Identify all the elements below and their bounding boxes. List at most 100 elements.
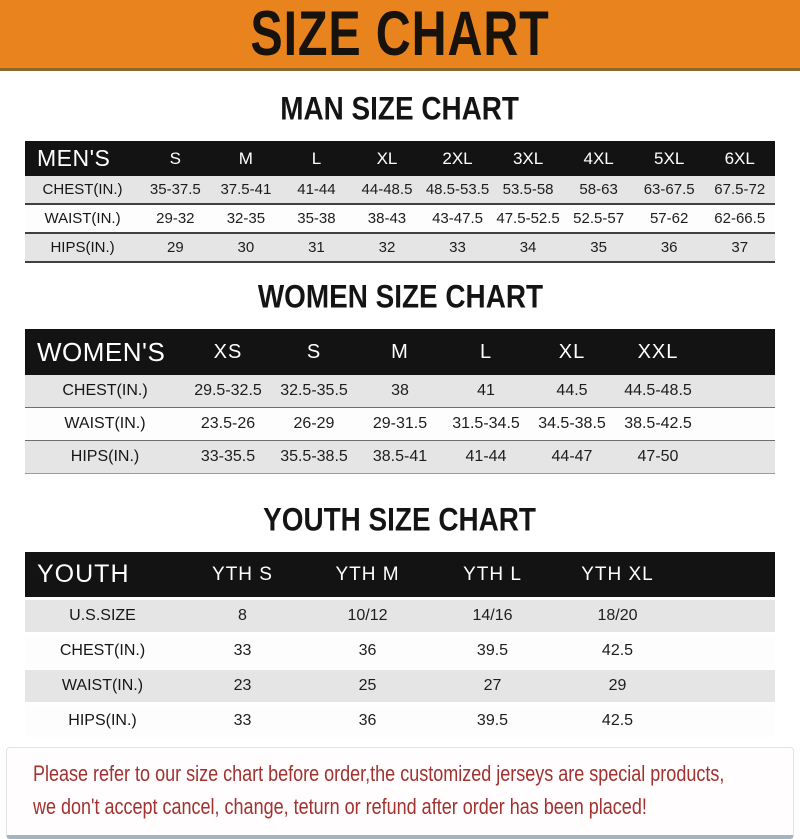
men-table-title-cell: MEN'S (25, 141, 141, 176)
value-cell: 33-35.5 (185, 440, 271, 474)
women-section-heading: WOMEN SIZE CHART (0, 280, 800, 314)
value-cell: 29-31.5 (357, 407, 443, 441)
value-cell: 29 (555, 667, 680, 704)
measurement-label-cell: HIPS(IN.) (25, 702, 180, 737)
value-cell: 41-44 (297, 181, 336, 198)
spacer-cell (701, 375, 775, 408)
value-cell: 41 (477, 382, 495, 399)
value-cell: 58-63 (579, 181, 618, 198)
value-cell: 44.5-48.5 (624, 382, 692, 399)
size-header-cell: 6XL (704, 141, 775, 176)
value-cell: 42.5 (555, 632, 680, 669)
women-hips-row: HIPS(IN.) 33-35.5 35.5-38.5 38.5-41 41-4… (25, 440, 775, 474)
size-header-cell: YTH XL (555, 552, 680, 599)
men-section-heading: MAN SIZE CHART (0, 90, 800, 127)
men-size-table: MEN'S S M L XL 2XL 3XL 4XL 5XL 6XL CHEST… (25, 141, 775, 263)
spacer-cell (701, 440, 775, 474)
value-cell: 35.5-38.5 (271, 440, 357, 474)
measurement-label-cell: CHEST(IN.) (42, 181, 123, 198)
men-header-row: MEN'S S M L XL 2XL 3XL 4XL 5XL 6XL (25, 141, 775, 176)
spacer-cell (680, 702, 775, 737)
size-header-cell: M (210, 141, 282, 176)
value-cell: 33 (422, 232, 493, 263)
value-cell: 35-37.5 (149, 181, 201, 198)
size-header-cell: XS (185, 329, 271, 375)
measurement-label-cell: U.S.SIZE (25, 597, 180, 634)
value-cell: 35-38 (281, 203, 352, 233)
value-cell: 53.5-58 (502, 181, 554, 198)
spacer-cell (701, 407, 775, 441)
youth-table-title-cell: YOUTH (25, 552, 180, 599)
value-cell: 36 (633, 232, 705, 263)
value-cell: 63-67.5 (643, 181, 695, 198)
value-cell: 27 (430, 667, 555, 704)
banner-title: SIZE CHART (250, 0, 550, 70)
spacer-cell (680, 597, 775, 634)
size-header-cell: L (443, 329, 529, 375)
value-cell: 38-43 (351, 203, 423, 233)
order-disclaimer: Please refer to our size chart before or… (6, 747, 794, 839)
value-cell: 43-47.5 (422, 203, 493, 233)
value-cell: 37.5-41 (220, 181, 272, 198)
measurement-label-cell: WAIST(IN.) (25, 667, 180, 704)
value-cell: 62-66.5 (704, 203, 775, 233)
value-cell: 32 (351, 232, 423, 263)
value-cell: 42.5 (555, 702, 680, 737)
women-waist-row: WAIST(IN.) 23.5-26 26-29 29-31.5 31.5-34… (25, 407, 775, 441)
size-header-cell: 3XL (492, 141, 564, 176)
value-cell: 32-35 (210, 203, 282, 233)
value-cell: 36 (305, 702, 430, 737)
value-cell: 34.5-38.5 (529, 407, 615, 441)
size-header-cell: YTH M (305, 552, 430, 599)
value-cell: 23 (180, 667, 305, 704)
value-cell: 35 (563, 232, 634, 263)
value-cell: 29-32 (140, 203, 211, 233)
women-chest-row: CHEST(IN.) 29.5-32.5 32.5-35.5 38 41 44.… (25, 375, 775, 408)
value-cell: 38.5-42.5 (615, 407, 701, 441)
men-section-heading-text: MAN SIZE CHART (280, 90, 520, 127)
men-hips-row: HIPS(IN.) 29 30 31 32 33 34 35 36 37 (25, 232, 775, 263)
size-header-cell: XL (351, 141, 423, 176)
value-cell: 34 (492, 232, 564, 263)
measurement-label-cell: CHEST(IN.) (25, 632, 180, 669)
size-header-cell: L (281, 141, 352, 176)
value-cell: 41-44 (443, 440, 529, 474)
spacer-cell (701, 329, 775, 375)
size-header-cell: YTH L (430, 552, 555, 599)
value-cell: 38 (391, 382, 409, 399)
value-cell: 31.5-34.5 (443, 407, 529, 441)
value-cell: 23.5-26 (185, 407, 271, 441)
value-cell: 18/20 (555, 597, 680, 634)
men-chest-row: CHEST(IN.) 35-37.5 37.5-41 41-44 44-48.5… (25, 176, 775, 204)
youth-header-row: YOUTH YTH S YTH M YTH L YTH XL (25, 552, 775, 599)
disclaimer-line-1: Please refer to our size chart before or… (33, 761, 725, 786)
spacer-cell (680, 552, 775, 599)
value-cell: 26-29 (271, 407, 357, 441)
value-cell: 39.5 (430, 702, 555, 737)
youth-ussize-row: U.S.SIZE 8 10/12 14/16 18/20 (25, 597, 775, 634)
youth-section-heading-text: YOUTH SIZE CHART (263, 501, 537, 538)
value-cell: 30 (210, 232, 282, 263)
value-cell: 14/16 (430, 597, 555, 634)
value-cell: 25 (305, 667, 430, 704)
value-cell: 39.5 (430, 632, 555, 669)
women-size-table: WOMEN'S XS S M L XL XXL CHEST(IN.) 29.5-… (25, 329, 775, 474)
value-cell: 29.5-32.5 (194, 382, 262, 399)
value-cell: 10/12 (305, 597, 430, 634)
value-cell: 47.5-52.5 (492, 203, 564, 233)
measurement-label-cell: CHEST(IN.) (62, 382, 148, 399)
size-header-cell: YTH S (180, 552, 305, 599)
measurement-label-cell: WAIST(IN.) (25, 203, 141, 233)
size-header-cell: 5XL (633, 141, 705, 176)
youth-hips-row: HIPS(IN.) 33 36 39.5 42.5 (25, 702, 775, 737)
measurement-label-cell: WAIST(IN.) (25, 407, 185, 441)
value-cell: 44-48.5 (361, 181, 413, 198)
youth-chest-row: CHEST(IN.) 33 36 39.5 42.5 (25, 632, 775, 669)
measurement-label-cell: HIPS(IN.) (25, 232, 141, 263)
value-cell: 33 (180, 702, 305, 737)
value-cell: 36 (305, 632, 430, 669)
size-header-cell: S (140, 141, 211, 176)
value-cell: 47-50 (615, 440, 701, 474)
youth-waist-row: WAIST(IN.) 23 25 27 29 (25, 667, 775, 704)
size-header-cell: XXL (615, 329, 701, 375)
